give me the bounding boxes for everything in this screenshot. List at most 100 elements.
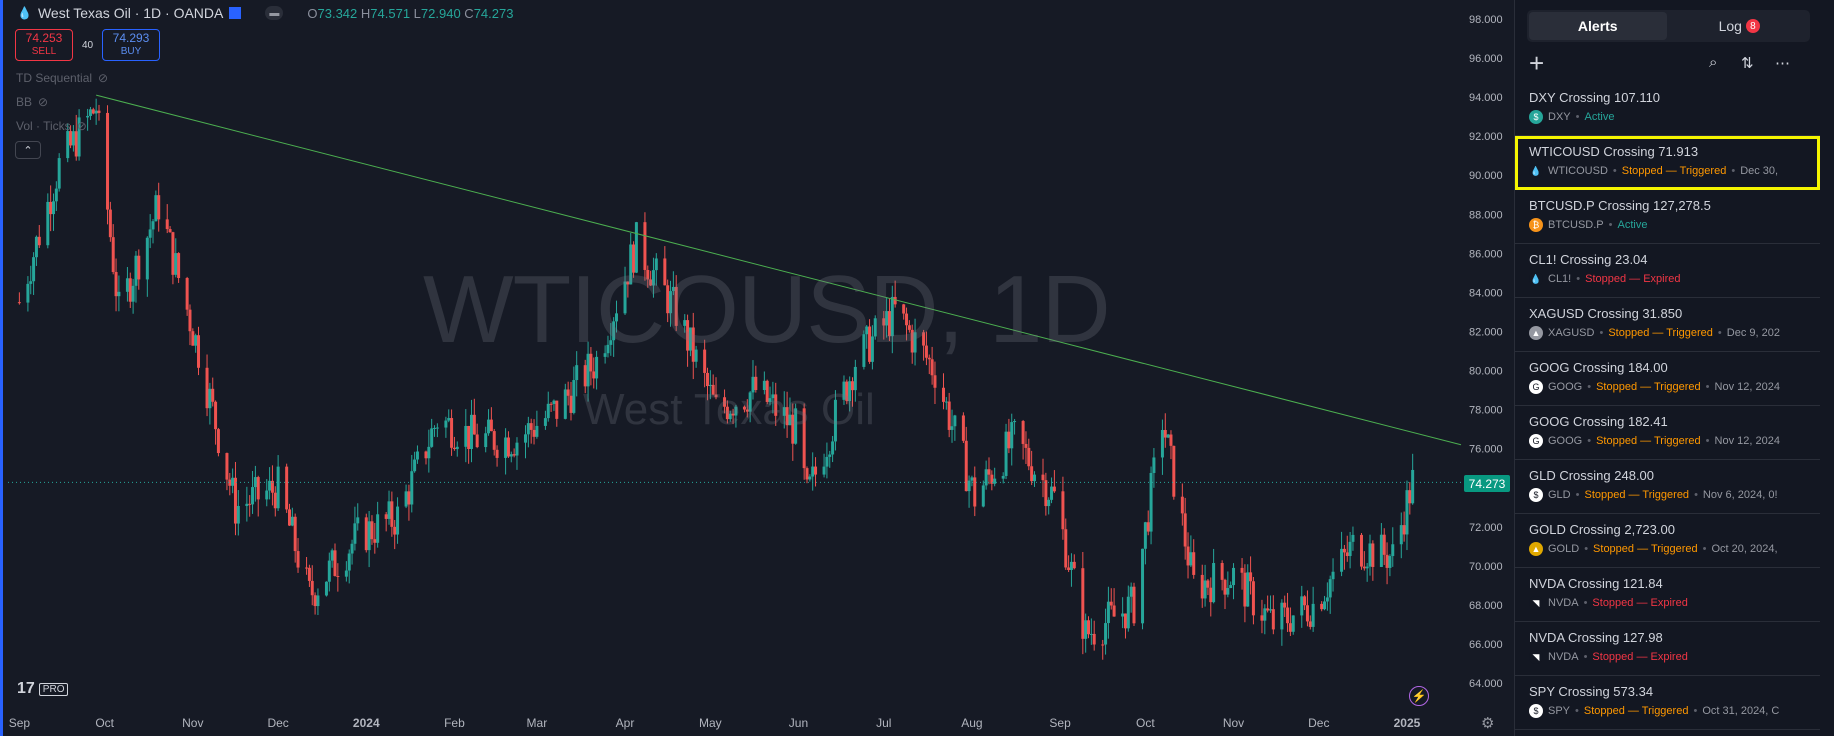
candle-body bbox=[145, 237, 149, 280]
sort-icon[interactable]: ⇅ bbox=[1741, 55, 1754, 72]
google-icon: G bbox=[1529, 434, 1543, 448]
alert-subtitle: G GOOG • Stopped — Triggered • Nov 12, 2024 bbox=[1529, 434, 1820, 448]
candle-body bbox=[472, 414, 476, 435]
tab-log[interactable]: Log 8 bbox=[1671, 12, 1809, 40]
candle-body bbox=[1328, 579, 1332, 598]
candle-body bbox=[168, 229, 172, 233]
candle-body bbox=[273, 492, 277, 509]
candle-body bbox=[57, 158, 61, 189]
alert-status: Stopped — Expired bbox=[1592, 651, 1688, 663]
panel-tabs: Alerts Log 8 bbox=[1527, 10, 1810, 42]
candle-body bbox=[504, 437, 508, 458]
alert-item[interactable]: SPY Crossing 573.34 $ SPY • Stopped — Trigge… bbox=[1515, 676, 1820, 730]
candle-body bbox=[131, 285, 135, 302]
candle-body bbox=[930, 359, 934, 376]
tab-alerts[interactable]: Alerts bbox=[1529, 12, 1667, 40]
candle-body bbox=[953, 415, 957, 427]
chart-area[interactable]: 98.000 96.000 94.000 92.000 90.000 88.000 86.0… bbox=[0, 0, 1514, 736]
lightning-icon[interactable]: ⚡ bbox=[1409, 686, 1429, 706]
candle-body bbox=[990, 474, 994, 484]
dollar-icon: $ bbox=[1529, 110, 1543, 124]
add-alert-icon[interactable]: + bbox=[1529, 48, 1545, 78]
alert-item[interactable]: GOOG Crossing 182.41 G GOOG • Stopped — Trig… bbox=[1515, 406, 1820, 460]
candle-body bbox=[632, 244, 636, 273]
x-tick-label: Dec bbox=[267, 716, 288, 730]
candle-body bbox=[1069, 561, 1073, 570]
alert-item[interactable]: GOLD Crossing 2,723.00 ▲ GOLD • Stopped — Tr… bbox=[1515, 514, 1820, 568]
candle-body bbox=[634, 222, 638, 273]
alert-item[interactable]: NVDA Crossing 127.98 ◥ NVDA • Stopped — Expi… bbox=[1515, 622, 1820, 676]
flag-icon[interactable] bbox=[229, 7, 242, 19]
candle-body bbox=[848, 381, 852, 402]
buy-button[interactable]: 74.293 BUY bbox=[102, 29, 160, 61]
alert-item[interactable]: GOOG Crossing 184.00 G GOOG • Stopped — Trig… bbox=[1515, 352, 1820, 406]
candle-body bbox=[151, 221, 155, 230]
alert-symbol: CL1! bbox=[1548, 273, 1572, 285]
candle-body bbox=[651, 270, 655, 286]
alert-symbol: NVDA bbox=[1548, 597, 1579, 609]
alert-item[interactable]: NVDA Crossing 121.84 ◥ NVDA • Stopped — Expi… bbox=[1515, 568, 1820, 622]
collapse-indicators-button[interactable]: ⌃ bbox=[15, 141, 41, 159]
tradingview-logo[interactable]: 17 PRO bbox=[17, 680, 69, 698]
candle-body bbox=[492, 431, 496, 450]
search-icon[interactable]: ⌕ bbox=[1709, 54, 1718, 71]
trendline[interactable] bbox=[96, 94, 1462, 446]
candle-body bbox=[1089, 633, 1093, 635]
candle-body bbox=[734, 406, 738, 416]
candle-body bbox=[1283, 602, 1287, 608]
indicator-td-sequential[interactable]: TD Sequential ⊘ bbox=[16, 71, 109, 85]
alert-subtitle: ◥ NVDA • Stopped — Expired bbox=[1529, 596, 1820, 610]
candle-body bbox=[805, 468, 809, 480]
more-options-icon[interactable]: ⋯ bbox=[1775, 55, 1790, 72]
candle-body bbox=[1405, 490, 1409, 535]
hidden-eye-icon[interactable]: ⊘ bbox=[76, 119, 87, 133]
candle-body bbox=[327, 560, 331, 582]
alert-item[interactable]: DXY Crossing 107.110 $ DXY • Active bbox=[1515, 82, 1820, 136]
alert-status: Active bbox=[1584, 111, 1615, 123]
candle-body bbox=[589, 353, 593, 372]
candle-body bbox=[1399, 525, 1403, 545]
indicator-bb[interactable]: BB ⊘ bbox=[16, 95, 49, 109]
price-chart[interactable]: 98.000 96.000 94.000 92.000 90.000 88.000 86.0… bbox=[3, 0, 1517, 736]
candle-body bbox=[1323, 601, 1327, 610]
candle-body bbox=[435, 427, 439, 429]
alert-item[interactable]: XAGUSD Crossing 31.850 ▲ XAGUSD • Stopped — … bbox=[1515, 298, 1820, 352]
alert-item[interactable]: BTCUSD.P Crossing 127,278.5 ₿ BTCUSD.P • Act… bbox=[1515, 190, 1820, 244]
candle-body bbox=[1385, 554, 1389, 568]
log-count-badge: 8 bbox=[1745, 19, 1760, 33]
candle-body bbox=[475, 434, 479, 448]
candle-body bbox=[216, 429, 220, 454]
candle-body bbox=[654, 258, 658, 271]
sell-button[interactable]: 74.253 SELL bbox=[15, 29, 73, 61]
candle-body bbox=[745, 409, 749, 412]
hidden-eye-icon[interactable]: ⊘ bbox=[98, 71, 109, 85]
candle-body bbox=[1331, 571, 1335, 580]
candle-body bbox=[725, 406, 729, 420]
x-tick-label: Aug bbox=[961, 716, 982, 730]
candle-body bbox=[566, 389, 570, 396]
gear-icon[interactable]: ⚙ bbox=[1481, 715, 1495, 732]
candle-body bbox=[1030, 466, 1034, 482]
candle-body bbox=[833, 399, 837, 442]
more-icon[interactable]: ▬ bbox=[265, 6, 284, 20]
separator-dot: • bbox=[1575, 705, 1579, 717]
candle-body bbox=[1288, 623, 1292, 632]
alerts-panel: Alerts Log 8 + ⌕ ⇅ ⋯ DXY Crossing 107.110… bbox=[1514, 0, 1820, 736]
x-tick-label: Jul bbox=[876, 716, 891, 730]
alert-item[interactable]: GLD Crossing 248.00 $ GLD • Stopped — Trigge… bbox=[1515, 460, 1820, 514]
symbol-title[interactable]: West Texas Oil · 1D · OANDA bbox=[37, 5, 224, 21]
alert-title: DXY Crossing 107.110 bbox=[1529, 90, 1661, 105]
candle-body bbox=[307, 567, 311, 581]
candle-body bbox=[1342, 548, 1346, 553]
candle-body bbox=[208, 388, 212, 409]
separator-dot: • bbox=[1705, 381, 1710, 393]
alert-subtitle: 💧 CL1! • Stopped — Expired bbox=[1529, 272, 1820, 286]
candle-body bbox=[387, 501, 391, 519]
indicator-vol-ticks[interactable]: Vol · Ticks ⊘ bbox=[16, 119, 87, 133]
hidden-eye-icon[interactable]: ⊘ bbox=[38, 95, 49, 109]
alert-item[interactable]: WTICOUSD Crossing 71.913 💧 WTICOUSD • Stoppe… bbox=[1515, 136, 1820, 190]
alert-item[interactable]: CL1! Crossing 23.04 💧 CL1! • Stopped — Expir… bbox=[1515, 244, 1820, 298]
candle-body bbox=[885, 311, 889, 326]
candle-body bbox=[688, 327, 692, 351]
candle-body bbox=[771, 394, 775, 399]
